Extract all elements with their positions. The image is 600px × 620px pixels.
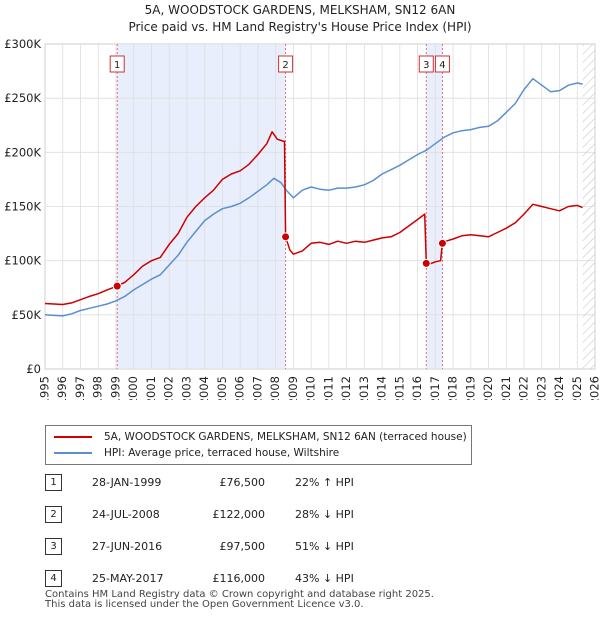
sale-marker-box xyxy=(434,55,450,73)
sale-date: 27-JUN-2016 xyxy=(92,540,163,553)
sale-marker-box xyxy=(109,55,125,73)
sale-point xyxy=(421,258,431,268)
sale-price: £97,500 xyxy=(219,540,266,553)
x-tick-label: 2003 xyxy=(179,376,193,400)
sale-hpi-diff: 51% ↓ HPI xyxy=(295,540,354,553)
legend-label-property: 5A, WOODSTOCK GARDENS, MELKSHAM, SN12 6A… xyxy=(104,431,467,443)
sales-row: 3 27-JUN-2016 £97,500 51% ↓ HPI xyxy=(45,538,465,555)
x-tick-label: 2005 xyxy=(215,376,229,400)
x-tick-label: 2014 xyxy=(375,376,389,400)
sale-marker-label: 3 xyxy=(423,60,429,71)
forecast-hatch xyxy=(582,44,595,369)
x-tick-label: 1997 xyxy=(73,376,87,400)
sale-marker-label: 4 xyxy=(439,60,445,71)
sale-marker-box xyxy=(418,55,434,73)
x-tick-label: 2020 xyxy=(481,376,495,400)
x-tick-label: 1996 xyxy=(55,376,69,400)
x-tick-label: 2022 xyxy=(517,376,531,400)
sale-price: £76,500 xyxy=(219,476,266,489)
legend-item-hpi: HPI: Average price, terraced house, Wilt… xyxy=(54,445,339,461)
x-tick-label: 2013 xyxy=(357,376,371,400)
sale-number-badge: 3 xyxy=(45,538,62,555)
x-tick-label: 2011 xyxy=(321,376,335,400)
chart-title-line-1: 5A, WOODSTOCK GARDENS, MELKSHAM, SN12 6A… xyxy=(144,3,456,17)
x-tick-label: 2002 xyxy=(162,376,176,400)
sale-hpi-diff: 43% ↓ HPI xyxy=(295,572,354,585)
x-tick-label: 2024 xyxy=(552,376,566,400)
sale-points xyxy=(112,232,447,291)
footer-licence: This data is licensed under the Open Gov… xyxy=(45,599,364,610)
footer: Contains HM Land Registry data © Crown c… xyxy=(45,590,434,610)
sales-row: 1 28-JAN-1999 £76,500 22% ↑ HPI xyxy=(45,474,465,491)
sale-number-badge: 2 xyxy=(45,506,62,523)
x-tick-label: 1998 xyxy=(91,376,105,400)
y-tick-label: £300K xyxy=(4,37,41,51)
chart-title: 5A, WOODSTOCK GARDENS, MELKSHAM, SN12 6A… xyxy=(0,2,600,36)
x-tick-label: 2001 xyxy=(144,376,158,400)
x-tick-label: 2007 xyxy=(250,376,264,400)
series-lines xyxy=(45,77,583,317)
x-tick-label: 2025 xyxy=(570,376,584,400)
sale-date: 24-JUL-2008 xyxy=(92,508,160,521)
chart-title-line-2: Price paid vs. HM Land Registry's House … xyxy=(128,20,472,34)
x-tick-label: 2016 xyxy=(410,376,424,400)
hatched-area xyxy=(582,44,595,369)
legend-swatch-hpi xyxy=(54,452,92,454)
sale-point xyxy=(281,232,291,242)
sale-hpi-diff: 22% ↑ HPI xyxy=(295,476,354,489)
y-tick-label: £250K xyxy=(4,91,41,105)
price-paid-line xyxy=(45,131,583,306)
sale-price: £116,000 xyxy=(212,572,266,585)
x-tick-label: 2010 xyxy=(304,376,318,400)
x-tick-label: 2021 xyxy=(499,376,513,400)
hpi-line xyxy=(45,77,583,317)
axes: £0 £50K £100K £150K £200K £250K £300K 1995 1996 1… xyxy=(4,37,600,400)
x-tick-label: 2000 xyxy=(126,376,140,400)
legend-swatch-property xyxy=(54,436,92,438)
x-tick-label: 2012 xyxy=(339,376,353,400)
sales-row: 2 24-JUL-2008 £122,000 28% ↓ HPI xyxy=(45,506,465,523)
y-tick-label: £200K xyxy=(4,145,41,159)
sales-row: 4 25-MAY-2017 £116,000 43% ↓ HPI xyxy=(45,570,465,587)
x-tick-label: 2008 xyxy=(268,376,282,400)
y-tick-label: £50K xyxy=(12,308,42,322)
x-tick-label: 2004 xyxy=(197,376,211,400)
grid-lines xyxy=(44,43,596,370)
sale-marker-label: 1 xyxy=(114,60,120,71)
sale-marker-label: 2 xyxy=(282,60,288,71)
x-tick-label: 2019 xyxy=(463,376,477,400)
sale-hpi-diff: 28% ↓ HPI xyxy=(295,508,354,521)
sale-point xyxy=(112,281,122,291)
y-tick-label: £0 xyxy=(26,362,41,376)
x-tick-label: 1995 xyxy=(38,376,52,400)
legend-label-hpi: HPI: Average price, terraced house, Wilt… xyxy=(104,447,340,459)
x-tick-label: 2026 xyxy=(588,376,600,400)
x-tick-label: 2006 xyxy=(233,376,247,400)
legend: 5A, WOODSTOCK GARDENS, MELKSHAM, SN12 6A… xyxy=(45,425,472,465)
x-tick-label: 2023 xyxy=(534,376,548,400)
sale-number-badge: 4 xyxy=(45,570,62,587)
y-tick-label: £100K xyxy=(4,254,41,268)
sale-point xyxy=(437,238,447,248)
sale-price: £122,000 xyxy=(212,508,266,521)
x-tick-label: 2017 xyxy=(428,376,442,400)
sale-number-badge: 1 xyxy=(45,474,62,491)
y-tick-label: £150K xyxy=(4,200,41,214)
sale-marker-box xyxy=(278,55,294,73)
sale-date: 28-JAN-1999 xyxy=(92,476,162,489)
x-tick-label: 1999 xyxy=(108,376,122,400)
sale-date: 25-MAY-2017 xyxy=(92,572,164,585)
x-tick-label: 2009 xyxy=(286,376,300,400)
x-tick-label: 2015 xyxy=(392,376,406,400)
footer-copyright: Contains HM Land Registry data © Crown c… xyxy=(45,589,434,600)
legend-item-property: 5A, WOODSTOCK GARDENS, MELKSHAM, SN12 6A… xyxy=(54,429,467,445)
x-tick-label: 2018 xyxy=(446,376,460,400)
